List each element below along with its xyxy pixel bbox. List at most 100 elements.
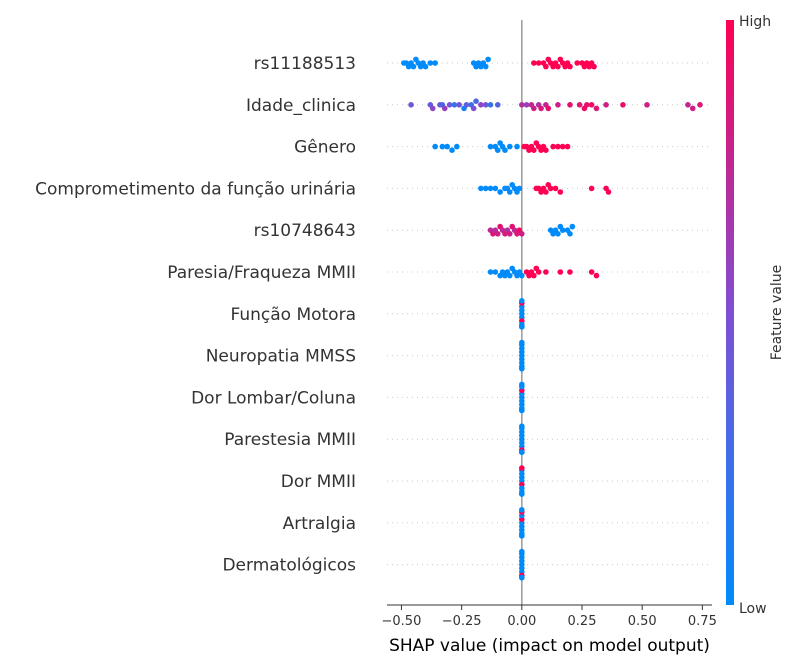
data-point [523, 102, 530, 108]
x-tick-label: −0.50 [382, 614, 422, 629]
data-point [564, 143, 571, 150]
data-point [487, 185, 494, 192]
data-point [482, 185, 489, 192]
data-point [473, 98, 479, 104]
data-point [494, 102, 501, 108]
data-point [432, 60, 438, 66]
data-point [543, 189, 549, 195]
x-tick-label: 0.00 [507, 614, 536, 629]
data-point [689, 105, 696, 112]
data-point [531, 60, 537, 66]
data-point [408, 102, 414, 108]
x-axis: −0.50 −0.25 0.00 0.25 0.50 0.75 [382, 604, 717, 629]
data-point [410, 63, 417, 70]
data-point [482, 63, 489, 70]
colorbar-low-label: Low [739, 601, 767, 617]
feature-label: Dor MMII [281, 472, 356, 492]
data-point [502, 147, 508, 153]
data-point [439, 143, 446, 150]
data-point [552, 185, 559, 192]
data-point [620, 102, 626, 108]
data-point [697, 102, 703, 108]
data-point [531, 272, 537, 279]
x-ticks: −0.50 −0.25 0.00 0.25 0.50 0.75 [382, 605, 717, 629]
data-point [603, 102, 609, 108]
data-point [516, 185, 523, 192]
data-point [441, 105, 448, 112]
data-point [543, 269, 549, 275]
feature-label: Paresia/Fraqueza MMII [167, 263, 356, 283]
data-point [506, 189, 513, 195]
data-point [422, 63, 429, 70]
feature-label: Comprometimento da função urinária [35, 179, 356, 199]
data-point [644, 102, 650, 108]
x-tick-label: 0.25 [568, 614, 597, 629]
data-point [593, 272, 600, 279]
data-point [557, 269, 564, 275]
data-point [427, 60, 434, 66]
data-point [535, 269, 542, 275]
data-point [519, 423, 525, 430]
data-point [519, 491, 525, 497]
data-point [519, 465, 525, 471]
data-point [463, 102, 470, 108]
colorbar-title: Feature value [769, 265, 785, 361]
feature-label: Artralgia [283, 514, 356, 534]
data-point [519, 365, 525, 372]
data-point [487, 269, 494, 275]
data-points [401, 56, 703, 581]
data-point [567, 269, 573, 275]
feature-label: Função Motora [230, 305, 356, 325]
data-point [588, 269, 595, 275]
data-point [547, 185, 554, 192]
data-point [519, 381, 525, 388]
data-point [492, 269, 499, 275]
data-point [506, 272, 513, 279]
data-point [519, 324, 525, 330]
feature-label: rs11188513 [254, 54, 356, 74]
colorbar-gradient [726, 20, 734, 605]
x-tick-label: 0.50 [628, 614, 657, 629]
data-point [514, 143, 520, 150]
data-point [543, 63, 549, 70]
data-point [555, 102, 561, 108]
data-point [485, 56, 491, 63]
data-point [519, 507, 525, 513]
data-point [519, 449, 525, 456]
data-point [519, 574, 525, 581]
data-point [593, 105, 600, 112]
feature-label: Neuropatia MMSS [206, 347, 356, 367]
data-point [519, 272, 525, 279]
data-point [584, 102, 590, 108]
data-point [605, 189, 612, 195]
data-point [429, 105, 436, 112]
data-point [497, 189, 503, 195]
data-point [588, 185, 595, 192]
data-point [506, 231, 513, 237]
data-point [470, 105, 477, 112]
data-point [478, 185, 484, 192]
data-point [487, 143, 494, 150]
feature-label: Dermatológicos [222, 556, 356, 576]
data-point [494, 147, 501, 153]
data-point [519, 548, 525, 555]
data-point [538, 105, 544, 112]
data-point [569, 223, 576, 230]
data-point [519, 339, 525, 346]
data-point [685, 102, 691, 108]
data-point [456, 102, 463, 108]
data-point [531, 147, 537, 153]
data-point [535, 60, 542, 66]
feature-rows: rs11188513 Idade_clinica Gênero Comprometim… [35, 54, 712, 576]
data-point [543, 147, 549, 153]
data-point [576, 102, 583, 108]
data-point [555, 143, 561, 150]
feature-label: Dor Lombar/Coluna [191, 388, 356, 408]
data-point [557, 189, 564, 195]
data-point [559, 227, 566, 233]
data-point [591, 63, 597, 70]
x-tick-label: 0.75 [688, 614, 717, 629]
data-point [519, 298, 525, 304]
data-point [567, 231, 573, 237]
